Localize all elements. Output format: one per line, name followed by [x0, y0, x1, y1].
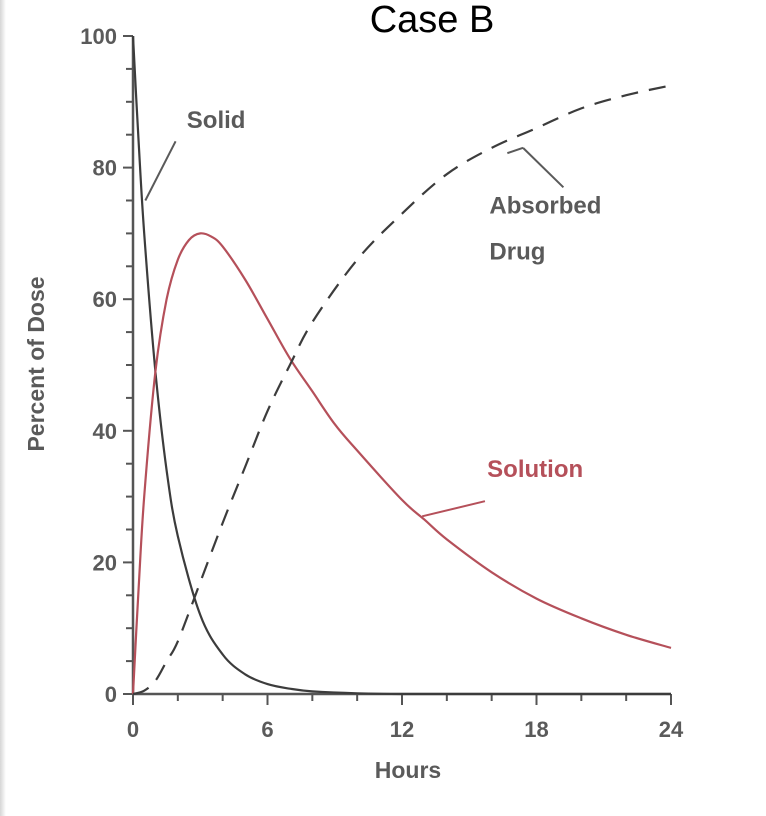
y-tick-label: 40	[93, 419, 117, 444]
y-axis-label: Percent of Dose	[23, 276, 49, 451]
series-solution-line	[131, 232, 672, 695]
chart-title: Case B	[370, 0, 495, 41]
y-tick-label: 60	[93, 287, 117, 312]
x-axis-label: Hours	[375, 757, 441, 783]
series-absorbed-drug-line	[132, 84, 672, 696]
x-tick-label: 24	[659, 717, 684, 742]
absorbed-leader-line	[522, 147, 565, 189]
solution-leader-line	[421, 500, 486, 518]
annotation-label: Solid	[187, 107, 246, 134]
annotation-label: Drug	[489, 239, 545, 266]
annotation-label: Solution	[487, 456, 583, 483]
solid-leader-line	[144, 140, 177, 201]
x-tick-label: 6	[261, 717, 273, 742]
annotations-group: Solid Absorbed Drug Solution	[144, 107, 601, 518]
x-tick-label: 0	[127, 717, 139, 742]
x-tick-label: 18	[524, 717, 548, 742]
page-edge-shadow	[0, 0, 6, 816]
y-tick-label: 100	[80, 24, 117, 49]
y-tick-label: 80	[93, 156, 117, 181]
axes: 0 20 40 60 80 100 0 6 12 18 24	[80, 24, 684, 742]
series-solid-line	[131, 35, 671, 696]
series-group	[131, 35, 672, 696]
y-tick-label: 20	[93, 550, 117, 575]
absorbed-leader-hook	[507, 146, 524, 155]
x-tick-label: 12	[390, 717, 414, 742]
y-tick-label: 0	[105, 682, 117, 707]
annotation-label: Absorbed	[489, 193, 601, 220]
